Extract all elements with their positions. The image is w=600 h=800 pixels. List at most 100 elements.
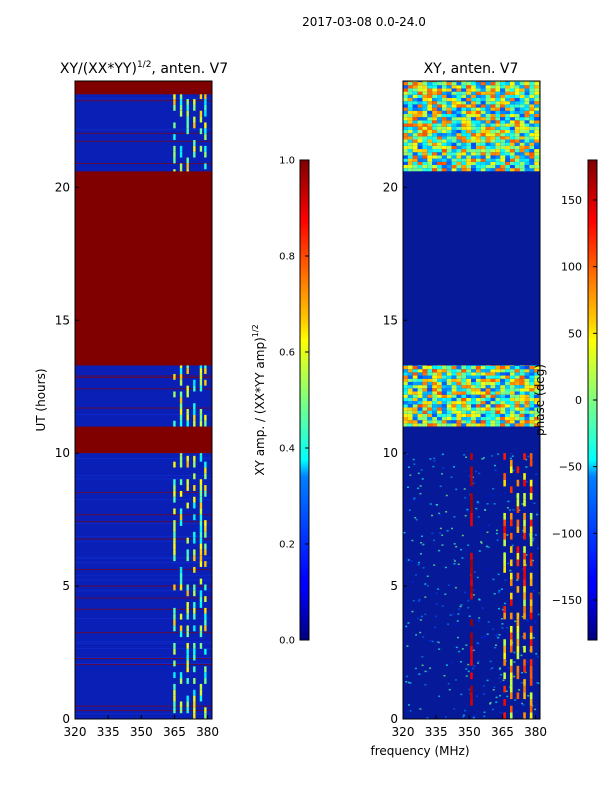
x-tick-label: 365 <box>491 725 514 739</box>
heatmap-speckle <box>453 708 456 710</box>
active-cell <box>500 136 506 140</box>
active-cell <box>519 165 525 169</box>
active-cell <box>475 161 481 166</box>
active-cell <box>466 85 472 89</box>
active-cell <box>466 401 472 405</box>
active-cell <box>495 139 501 143</box>
active-cell <box>485 133 491 137</box>
active-cell <box>529 365 535 370</box>
active-cell <box>422 381 428 386</box>
rfi-cell <box>186 110 189 117</box>
active-cell <box>524 407 530 411</box>
active-cell <box>403 133 408 137</box>
rfi-cell <box>529 699 533 706</box>
active-cell <box>403 139 408 143</box>
heatmap-speckle <box>465 644 468 646</box>
active-cell <box>403 378 408 382</box>
active-cell <box>437 372 442 376</box>
active-cell <box>505 117 510 121</box>
active-cell <box>461 126 467 130</box>
active-cell <box>505 126 510 130</box>
active-cell <box>519 407 525 411</box>
rfi-cell <box>516 692 520 700</box>
active-cell <box>461 365 467 370</box>
active-cell <box>466 88 472 92</box>
rfi-cell <box>173 543 176 550</box>
active-cell <box>412 394 418 398</box>
active-cell <box>407 413 413 418</box>
heatmap-speckle <box>418 673 421 675</box>
active-cell <box>437 397 442 402</box>
active-cell <box>485 413 491 418</box>
active-cell <box>456 113 462 118</box>
active-cell <box>505 388 510 392</box>
active-cell <box>529 394 535 398</box>
heatmap-speckle <box>464 591 467 594</box>
heatmap-speckle <box>424 613 427 616</box>
active-cell <box>529 142 535 146</box>
active-cell <box>417 369 423 373</box>
heatmap-streak <box>75 579 212 581</box>
rfi-cell <box>199 520 203 527</box>
active-cell <box>471 394 476 398</box>
active-cell <box>480 401 486 405</box>
rfi-cell <box>173 122 176 129</box>
heatmap-speckle <box>501 627 504 629</box>
active-cell <box>403 85 408 89</box>
active-cell <box>417 113 423 118</box>
active-cell <box>471 91 476 95</box>
heatmap-speckle <box>522 507 525 509</box>
active-cell <box>480 142 486 146</box>
active-cell <box>432 136 438 140</box>
active-cell <box>514 165 520 169</box>
heatmap-speckle <box>494 646 497 649</box>
active-cell <box>500 388 506 392</box>
rfi-cell <box>186 414 189 421</box>
heatmap-speckle <box>469 485 472 488</box>
phase-colorbar-tick-label: −50 <box>559 461 582 474</box>
active-cell <box>485 110 491 114</box>
rfi-cell <box>523 692 526 700</box>
active-cell <box>505 142 510 146</box>
active-cell <box>427 158 433 162</box>
active-cell <box>403 129 408 134</box>
active-cell <box>446 82 452 86</box>
active-cell <box>480 136 486 140</box>
active-cell <box>432 158 438 162</box>
active-cell <box>505 168 510 172</box>
active-cell <box>466 139 472 143</box>
active-cell <box>534 165 540 169</box>
active-cell <box>446 161 452 166</box>
active-cell <box>500 407 506 411</box>
active-cell <box>514 98 520 102</box>
active-cell <box>480 391 486 395</box>
active-cell <box>446 104 452 108</box>
rfi-cell <box>193 414 196 421</box>
active-cell <box>534 133 540 137</box>
active-cell <box>427 391 433 395</box>
active-cell <box>471 161 476 166</box>
heatmap-speckle <box>411 539 414 542</box>
active-cell <box>456 82 462 86</box>
active-cell <box>437 168 442 172</box>
active-cell <box>495 394 501 398</box>
active-cell <box>412 378 418 382</box>
active-cell <box>471 391 476 395</box>
active-cell <box>500 423 506 427</box>
active-cell <box>407 139 413 143</box>
active-cell <box>529 113 535 118</box>
heatmap-speckle <box>467 599 470 602</box>
active-cell <box>432 152 438 156</box>
active-cell <box>407 104 413 108</box>
heatmap-speckle <box>495 532 498 535</box>
active-cell <box>427 161 433 166</box>
active-cell <box>466 149 472 153</box>
active-cell <box>461 158 467 162</box>
heatmap-speckle <box>503 492 506 495</box>
rfi-cell <box>186 479 189 486</box>
active-cell <box>422 117 428 121</box>
active-cell <box>427 139 433 143</box>
active-cell <box>485 391 491 395</box>
active-cell <box>461 94 467 99</box>
active-cell <box>485 401 491 405</box>
